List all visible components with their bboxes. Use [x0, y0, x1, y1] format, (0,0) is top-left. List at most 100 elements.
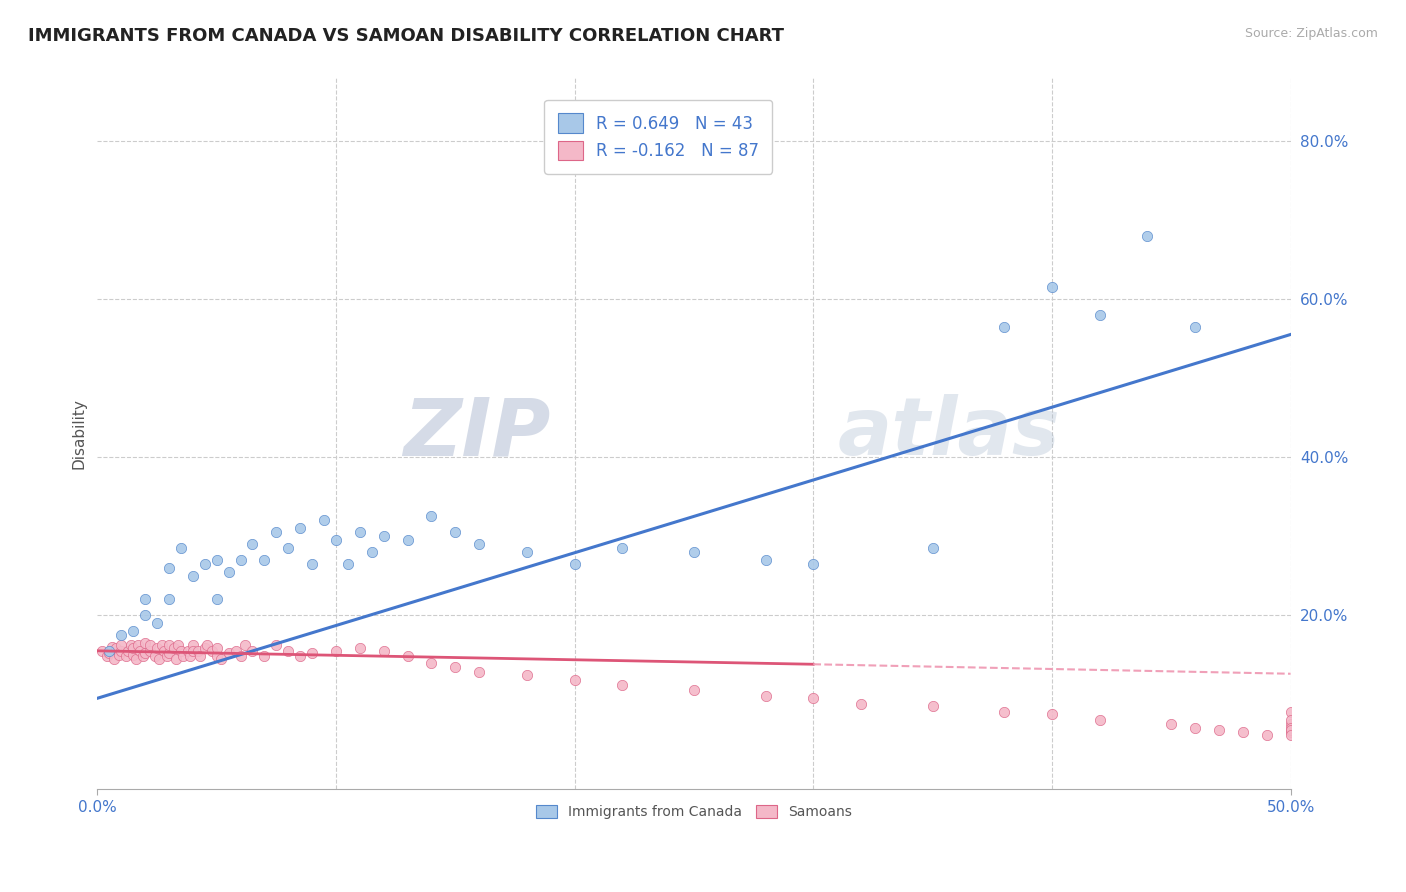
Point [290, 649, 312, 664]
Point [1184, 721, 1206, 735]
Point [1040, 280, 1063, 294]
Point [1279, 721, 1302, 735]
Point [181, 638, 204, 652]
Point [122, 624, 145, 638]
Point [98, 646, 121, 660]
Point [122, 648, 145, 662]
Point [218, 646, 240, 660]
Point [349, 641, 371, 656]
Point [993, 705, 1015, 719]
Point [229, 649, 252, 664]
Point [131, 649, 153, 664]
Point [115, 649, 138, 664]
Point [683, 545, 706, 559]
Point [1136, 228, 1159, 243]
Point [277, 541, 299, 555]
Point [96, 649, 118, 664]
Point [1088, 713, 1111, 727]
Point [612, 541, 634, 555]
Point [170, 644, 193, 658]
Point [849, 697, 872, 711]
Point [146, 616, 169, 631]
Point [468, 665, 491, 680]
Point [134, 636, 156, 650]
Point [157, 638, 180, 652]
Point [218, 565, 240, 579]
Point [1160, 717, 1182, 731]
Point [181, 568, 204, 582]
Point [146, 641, 169, 656]
Point [143, 649, 166, 664]
Point [181, 644, 204, 658]
Text: atlas: atlas [837, 394, 1060, 473]
Point [612, 678, 634, 692]
Point [134, 592, 156, 607]
Point [325, 533, 347, 547]
Point [195, 638, 218, 652]
Point [120, 638, 142, 652]
Point [129, 644, 152, 658]
Point [301, 557, 323, 571]
Point [205, 553, 228, 567]
Point [683, 683, 706, 698]
Point [755, 553, 778, 567]
Point [110, 638, 132, 652]
Point [242, 644, 264, 658]
Point [134, 608, 156, 623]
Point [373, 644, 395, 658]
Point [373, 529, 395, 543]
Point [157, 561, 180, 575]
Point [1208, 723, 1230, 737]
Point [1279, 728, 1302, 742]
Point [396, 649, 419, 664]
Point [172, 649, 194, 664]
Point [325, 644, 347, 658]
Point [1279, 717, 1302, 731]
Point [242, 537, 264, 551]
Point [155, 649, 177, 664]
Text: ZIP: ZIP [404, 394, 551, 473]
Point [420, 509, 443, 524]
Point [148, 651, 170, 665]
Point [205, 641, 228, 656]
Y-axis label: Disability: Disability [72, 398, 86, 469]
Point [921, 699, 943, 714]
Text: IMMIGRANTS FROM CANADA VS SAMOAN DISABILITY CORRELATION CHART: IMMIGRANTS FROM CANADA VS SAMOAN DISABIL… [28, 27, 785, 45]
Point [201, 644, 224, 658]
Point [187, 644, 209, 658]
Point [205, 592, 228, 607]
Point [360, 545, 382, 559]
Point [420, 656, 443, 670]
Point [229, 553, 252, 567]
Point [110, 644, 132, 658]
Point [1279, 725, 1302, 739]
Point [921, 541, 943, 555]
Point [108, 648, 131, 662]
Point [150, 638, 173, 652]
Point [516, 667, 538, 681]
Point [349, 525, 371, 540]
Point [1184, 319, 1206, 334]
Point [194, 557, 217, 571]
Point [163, 641, 186, 656]
Point [139, 644, 162, 658]
Point [127, 638, 149, 652]
Point [98, 644, 121, 658]
Point [105, 641, 128, 656]
Point [1088, 308, 1111, 322]
Point [1279, 723, 1302, 737]
Point [564, 673, 586, 687]
Point [312, 513, 335, 527]
Point [170, 541, 193, 555]
Point [157, 646, 180, 660]
Point [117, 644, 139, 658]
Point [225, 644, 247, 658]
Point [177, 644, 200, 658]
Point [266, 638, 288, 652]
Point [290, 521, 312, 535]
Point [444, 525, 467, 540]
Point [468, 537, 491, 551]
Point [153, 644, 176, 658]
Point [139, 638, 162, 652]
Legend: Immigrants from Canada, Samoans: Immigrants from Canada, Samoans [530, 800, 858, 825]
